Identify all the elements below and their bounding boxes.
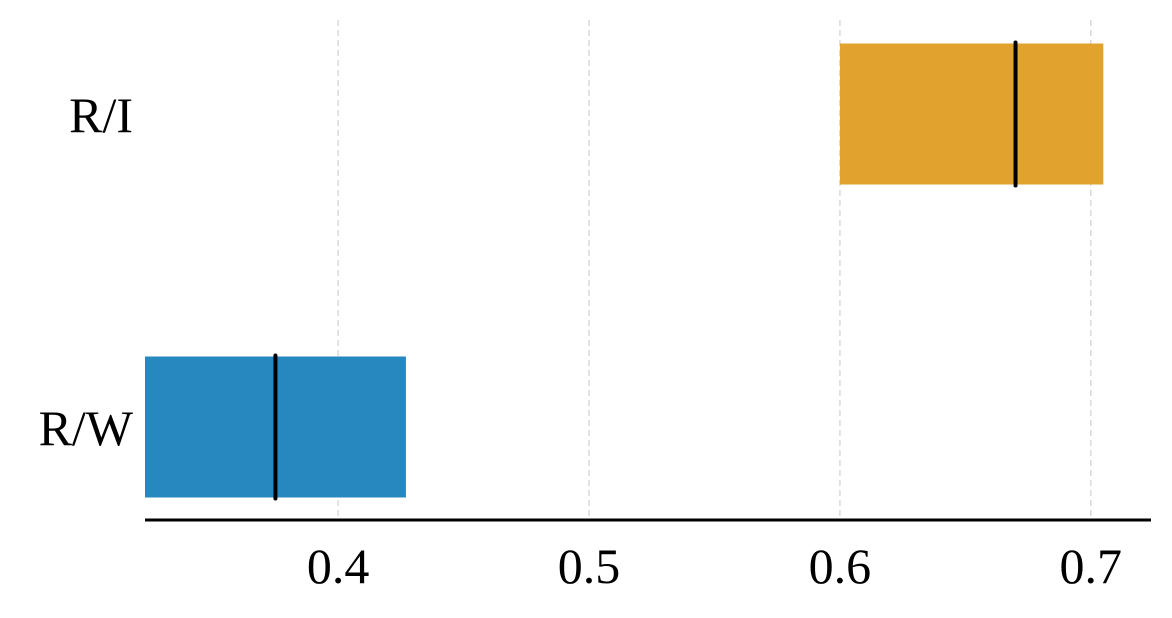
category-labels: R/I R/W xyxy=(39,87,134,456)
category-label-r-i: R/I xyxy=(69,87,133,143)
x-tick-label-1: 0.5 xyxy=(558,538,621,594)
x-axis: 0.4 0.5 0.6 0.7 xyxy=(145,518,1151,594)
range-bar-r-i xyxy=(839,43,1104,185)
x-tick-label-2: 0.6 xyxy=(809,538,872,594)
x-tick-label-3: 0.7 xyxy=(1060,538,1123,594)
x-tick-label-0: 0.4 xyxy=(307,538,370,594)
category-label-r-w: R/W xyxy=(39,400,134,456)
range-bars xyxy=(145,40,1104,501)
